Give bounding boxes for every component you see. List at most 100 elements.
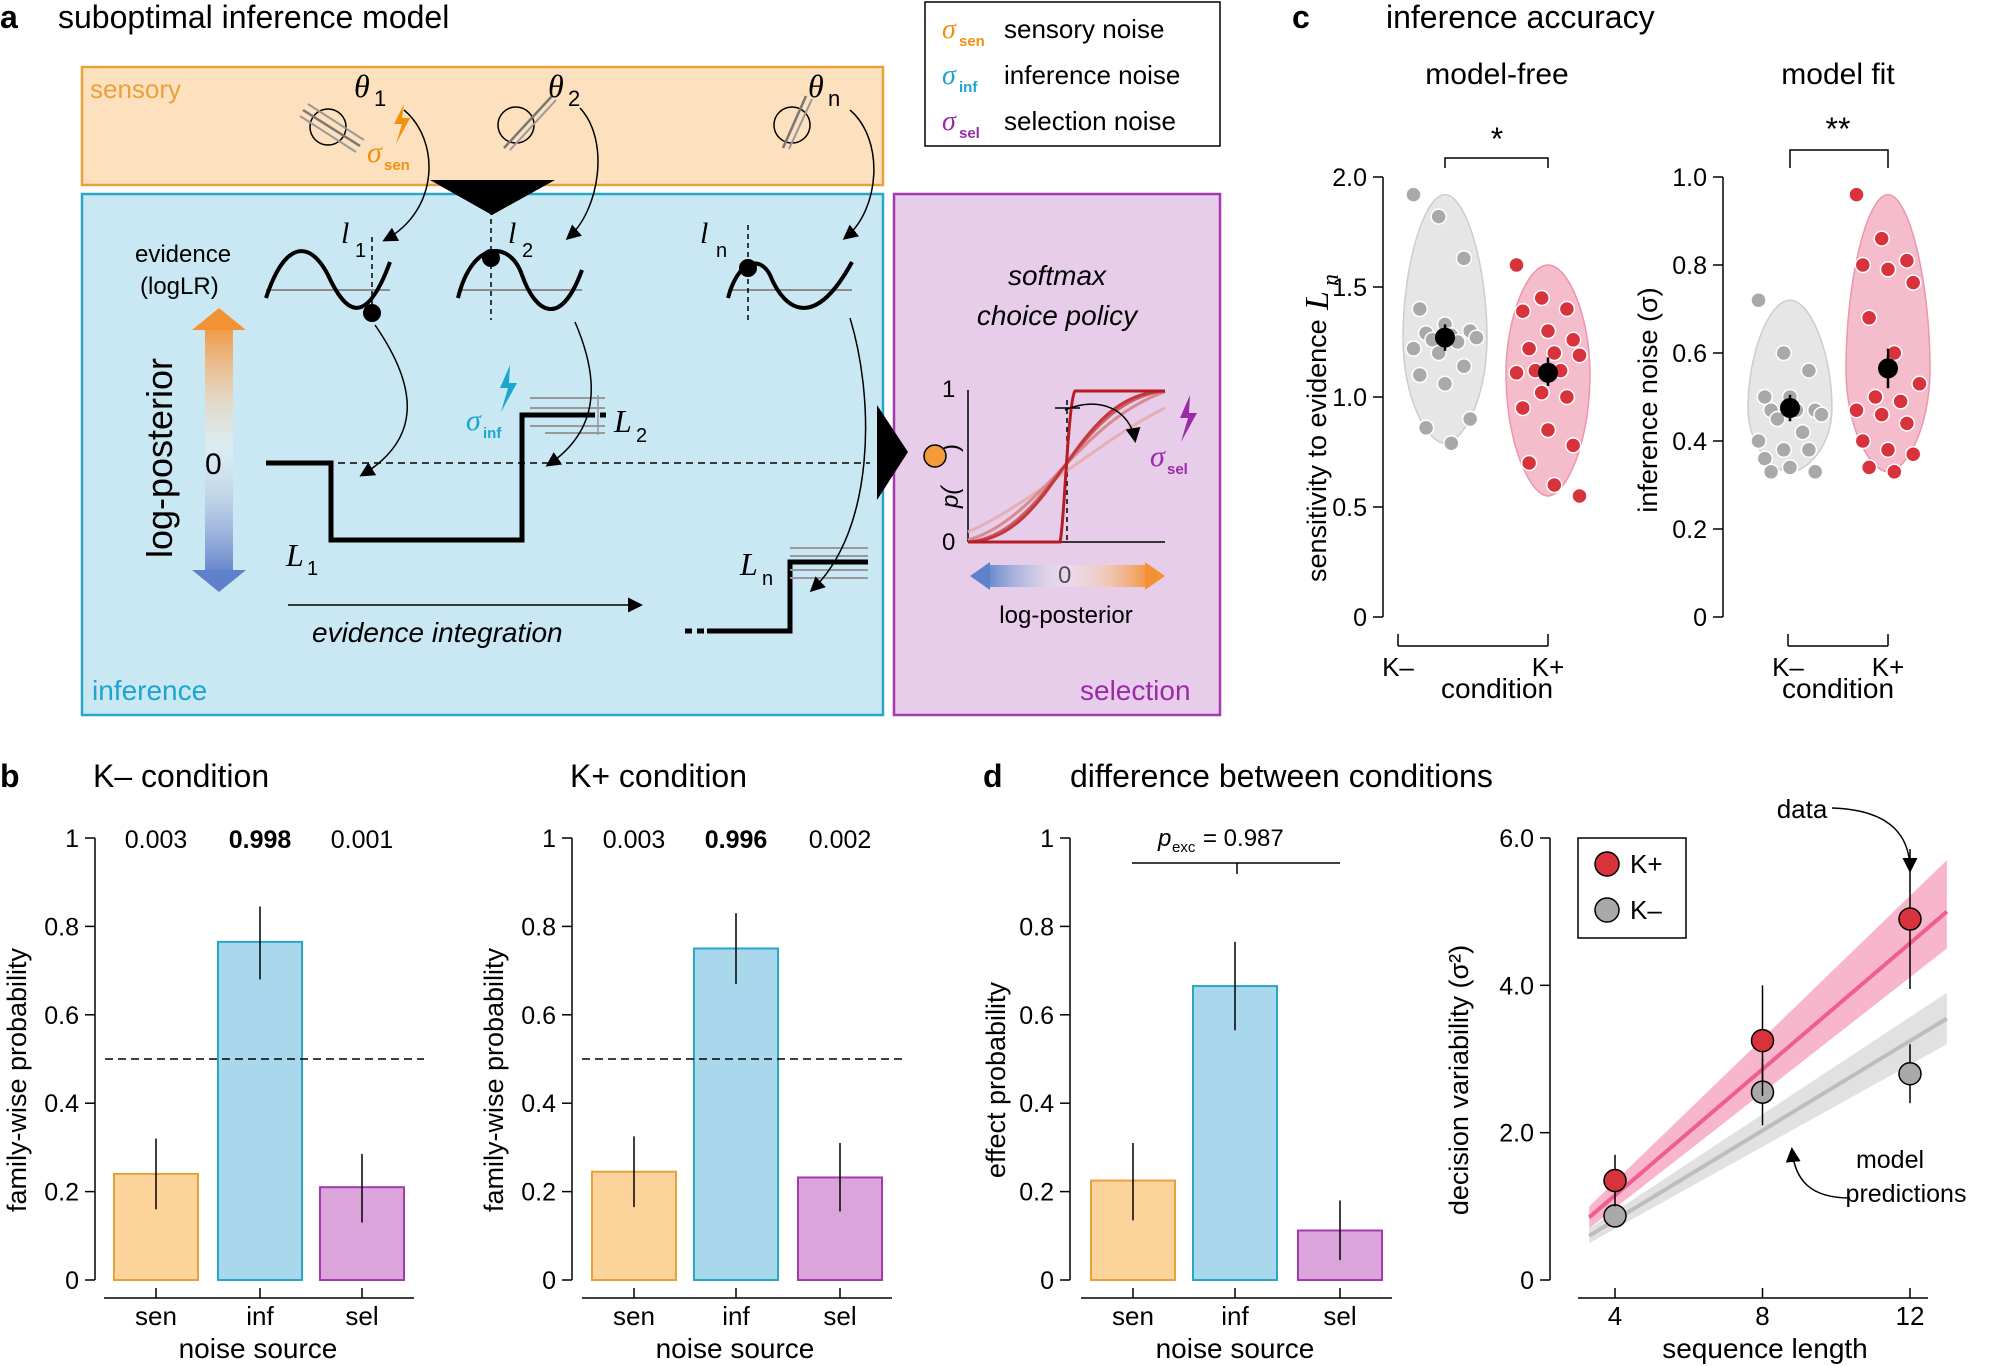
y-tick-label: 0: [1693, 604, 1707, 632]
c-left-y-ticks: 0 0.5 1.0 1.5 2.0: [1332, 164, 1383, 632]
legend-inference-noise: inference noise: [1004, 60, 1180, 90]
bar-inf: [693, 947, 779, 1281]
data-point-K+: [1508, 364, 1525, 382]
panel-letter-a: a: [0, 0, 18, 35]
b-right-xlabel: noise source: [656, 1333, 815, 1364]
b-right-prob-sel: 0.002: [809, 826, 872, 854]
y-tick-label: 0.6: [1019, 1002, 1054, 1030]
theta-n: θ: [808, 68, 824, 104]
svg-text:sel: sel: [1167, 461, 1188, 478]
x-tick-label: 12: [1896, 1301, 1925, 1331]
sigma-sel-legend-symbol: σ: [942, 106, 957, 137]
y-tick-label: 2.0: [1499, 1120, 1534, 1148]
data-point-K–: [1430, 208, 1447, 225]
noise-legend: σ sen sensory noise σ inf inference nois…: [924, 1, 1221, 147]
mean-point-K–: [1435, 327, 1455, 348]
svg-text:p(: p(: [937, 484, 964, 509]
prediction-line-K–: [1588, 1016, 1948, 1238]
x-tick-label-inf: inf: [246, 1301, 274, 1331]
data-point-K+: [1860, 459, 1878, 476]
data-point-K+: [1860, 309, 1878, 327]
evidence-label: evidence: [135, 241, 231, 268]
y-tick-label: 0: [65, 1267, 79, 1295]
choice-policy-label: choice policy: [977, 300, 1139, 331]
b-left-prob-inf: 0.998: [229, 826, 292, 854]
d-right-chart: 0 2.0 4.0 6.0 4 8 12: [1499, 825, 1949, 1331]
d-right-ylabel: decision variability (σ²): [1444, 945, 1474, 1215]
sigma-inf-legend-symbol: σ: [942, 60, 957, 91]
selection-stage: [892, 192, 1222, 717]
data-point-K+: [1892, 393, 1909, 410]
model-fit-subtitle: model fit: [1781, 58, 1895, 91]
d-right-xlabel: sequence length: [1662, 1333, 1868, 1364]
svg-text:inf: inf: [959, 79, 978, 96]
y-tick-label: 0.2: [1672, 516, 1707, 544]
svg-text:1: 1: [374, 86, 386, 111]
data-point-K–: [1411, 300, 1429, 318]
x-tick-label-sel: sel: [1323, 1301, 1356, 1331]
y-tick-label: 0.4: [1019, 1090, 1054, 1118]
Ln-label: L: [739, 546, 758, 582]
panel-c-title: inference accuracy: [1386, 0, 1655, 35]
data-point-K+: [1879, 441, 1897, 459]
sigma-sel-label: σ: [1150, 440, 1166, 473]
data-point-K+: [1546, 476, 1563, 494]
y-tick-label: 0: [1520, 1267, 1534, 1295]
data-point-K+: [1533, 384, 1550, 401]
stimulus-n-icon: [773, 95, 813, 150]
mean-point-K+: [1878, 358, 1898, 379]
data-point-K+: [1904, 274, 1922, 291]
data-point-K+: [1546, 344, 1563, 362]
theta-2: θ: [548, 68, 564, 104]
d-right-legend: K+ K–: [1577, 837, 1687, 939]
panel-letter-d: d: [983, 758, 1003, 794]
panel-c: c inference accuracy model-free model fi…: [1292, 0, 1931, 704]
data-point-K–: [1775, 344, 1792, 362]
pexc-annotation: p exc = 0.987: [1157, 825, 1284, 856]
y-tick-label: 0.2: [521, 1179, 556, 1207]
sensory-stage: [80, 65, 885, 187]
data-point-K+: [1558, 388, 1576, 406]
evidence-curve-n: [726, 225, 854, 320]
c-right-xlabel: condition: [1782, 673, 1894, 704]
data-point-K–: [1800, 362, 1818, 379]
evidence-curve-1: [264, 237, 392, 322]
svg-text:2: 2: [568, 86, 580, 111]
data-point-K+: [1898, 415, 1916, 432]
l2-label: l: [508, 217, 516, 250]
data-point-K+: [1514, 302, 1532, 320]
c-right-violin-plot: [1747, 186, 1931, 481]
softmax-x-label: log-posterior: [999, 602, 1132, 629]
data-point-K–: [1813, 406, 1830, 423]
selection-noise-bolt-icon: [1180, 395, 1197, 442]
svg-text:): ): [937, 444, 964, 452]
y-tick-label: 1: [1040, 825, 1054, 853]
theta-1: θ: [354, 68, 370, 104]
data-point-K+: [1514, 399, 1532, 417]
data-point-K–: [1436, 375, 1454, 393]
b-right-chart: 0 0.2 0.4 0.6 0.8 1 sen inf sel: [521, 825, 902, 1331]
b-left-title: K– condition: [93, 758, 269, 794]
y-tick-label: 1: [65, 825, 79, 853]
sigma-inf-label: σ: [466, 404, 482, 437]
legend-kplus: K+: [1630, 849, 1663, 879]
zero-label: 0: [205, 448, 222, 481]
sensory-label: sensory: [90, 74, 181, 104]
y-tick-label: 0.8: [1672, 252, 1707, 280]
sigma-sen-legend-symbol: σ: [942, 14, 957, 45]
loglr-label: (logLR): [140, 273, 219, 300]
data-point-K–: [1756, 388, 1774, 406]
legend-sensory-noise: sensory noise: [1004, 14, 1164, 44]
svg-text:2: 2: [636, 425, 647, 447]
c-left-cat-kminus: K–: [1382, 652, 1414, 682]
svg-text:inf: inf: [483, 425, 502, 442]
y-tick-label: 0: [1040, 1267, 1054, 1295]
svg-text:L: L: [1299, 291, 1336, 311]
mean-point-K+: [1538, 362, 1558, 383]
data-point-K+: [1750, 1028, 1775, 1053]
d-left-xlabel: noise source: [1156, 1333, 1315, 1364]
data-point-K–: [1756, 450, 1774, 467]
data-point-K+: [1564, 437, 1582, 454]
svg-text:n: n: [828, 86, 840, 111]
svg-text:sel: sel: [959, 125, 980, 142]
